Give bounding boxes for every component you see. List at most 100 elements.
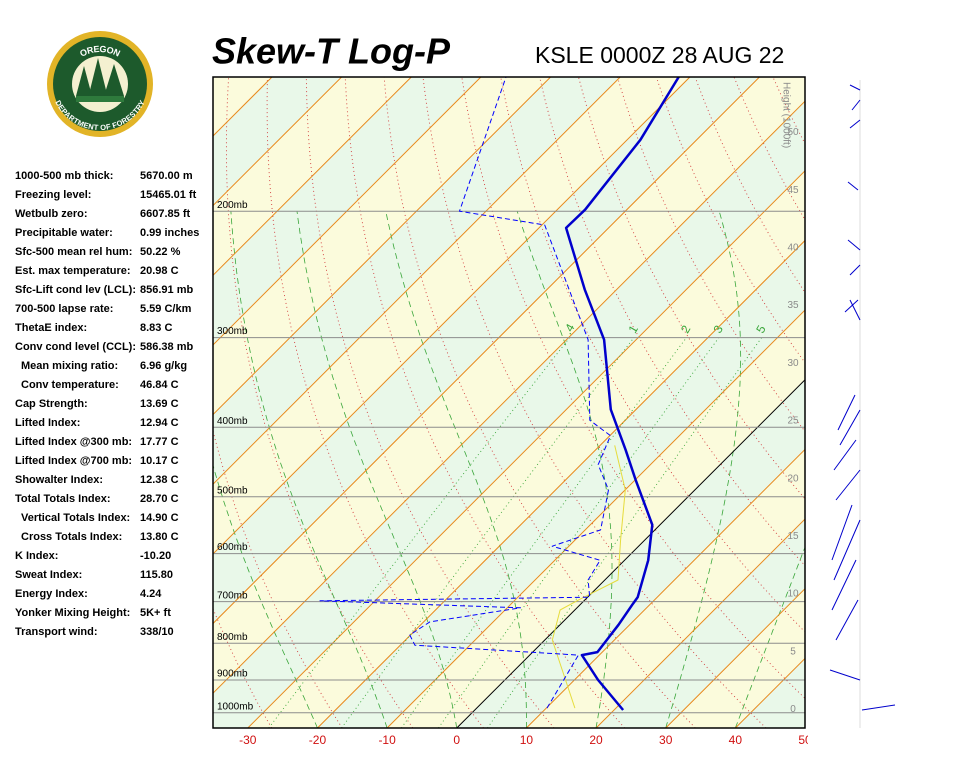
stat-label: Lifted Index @300 mb:: [15, 435, 133, 448]
logo-top-text: OREGON: [78, 44, 121, 59]
stat-value: 10.17 C: [140, 454, 179, 467]
stat-value: 12.38 C: [140, 473, 179, 486]
stat-label: Mean mixing ratio:: [21, 359, 119, 372]
y-tick-label: 900mb: [217, 669, 248, 680]
isotherm: [213, 77, 621, 485]
plot-frame: [212, 76, 806, 729]
isotherm: [213, 77, 342, 207]
y-tick-label: 800mb: [217, 632, 248, 643]
x-tick-label: 40: [729, 733, 743, 747]
stat-label: Lifted Index:: [15, 416, 81, 429]
stat-row: Precipitable water: 0.99 inches: [15, 223, 215, 242]
x-tick-label: 30: [659, 733, 673, 747]
y2-tick-label: 50: [787, 127, 799, 138]
moist-adiabat: [230, 211, 388, 728]
stat-label: Yonker Mixing Height:: [15, 606, 131, 619]
stat-label: Wetbulb zero:: [15, 207, 88, 220]
x-tick-label: 20: [589, 733, 603, 747]
stats-panel: 1000-500 mb thick: 5670.00 m Freezing leve…: [15, 166, 215, 641]
stat-value: 586.38 mb: [140, 340, 194, 353]
plot: .4 1 2 3 5: [213, 77, 960, 728]
stat-label: Transport wind:: [15, 625, 98, 638]
stat-value: 12.94 C: [140, 416, 179, 429]
stat-row: Lifted Index @700 mb: 10.17 C: [15, 451, 215, 470]
stat-value: -10.20: [140, 549, 172, 562]
mixing-ratio-line: [438, 337, 720, 728]
stat-row: Total Totals Index: 28.70 C: [15, 489, 215, 508]
stat-row: Wetbulb zero: 6607.85 ft: [15, 204, 215, 223]
stat-row: Conv cond level (CCL): 586.38 mb: [15, 337, 215, 356]
isotherm: [213, 77, 412, 277]
logo-tree: [104, 64, 124, 96]
logo-ground: [76, 96, 124, 102]
isotherm: [213, 77, 482, 346]
y2-tick-label: 10: [787, 589, 799, 600]
logo: OREGON DEPARTMENT OF FORESTRY: [47, 31, 153, 137]
stat-label: Total Totals Index:: [15, 492, 111, 505]
stat-row: Sfc-500 mean rel hum: 50.22 %: [15, 242, 215, 261]
sounding-line: [564, 77, 680, 711]
y2-tick-label: 45: [787, 185, 799, 196]
stat-row: Cap Strength: 13.69 C: [15, 394, 215, 413]
stat-label: 700-500 lapse rate:: [15, 302, 114, 315]
stat-row: 1000-500 mb thick: 5670.00 m: [15, 166, 215, 185]
x-tick-label: -10: [378, 733, 396, 747]
stat-value: 338/10: [140, 625, 174, 638]
stat-row: Lifted Index: 12.94 C: [15, 413, 215, 432]
isotherm: [804, 727, 805, 728]
stat-label: Precipitable water:: [15, 226, 113, 239]
y2-tick-label: 5: [790, 646, 796, 657]
stat-label: Cap Strength:: [15, 397, 88, 410]
stat-row: Yonker Mixing Height: 5K+ ft: [15, 603, 215, 622]
y2-tick-label: 35: [787, 300, 799, 311]
stat-row: Lifted Index @300 mb: 17.77 C: [15, 432, 215, 451]
wind-barbs: [829, 80, 896, 728]
stat-label: Conv cond level (CCL):: [15, 340, 137, 353]
moist-adiabat: [804, 726, 805, 728]
stat-label: ThetaE index:: [15, 321, 88, 334]
stat-row: Vertical Totals Index: 14.90 C: [15, 508, 215, 527]
barb: [829, 84, 896, 711]
x-tick-label: 50: [798, 733, 812, 747]
stat-label: Lifted Index @700 mb:: [15, 454, 133, 467]
isotherm-band: [213, 77, 805, 694]
x-tick-label: 10: [520, 733, 534, 747]
stat-value: 856.91 mb: [140, 283, 194, 296]
y2-tick-label: 20: [787, 473, 799, 484]
isotherm: [386, 309, 805, 728]
isotherm: [665, 587, 805, 728]
stat-value: 17.77 C: [140, 435, 179, 448]
stat-value: 20.98 C: [140, 264, 179, 277]
y2-tick-label: 40: [787, 242, 799, 253]
sounding-line: [551, 445, 626, 709]
stat-value: 6607.85 ft: [140, 207, 191, 220]
stat-row: Showalter Index: 12.38 C: [15, 470, 215, 489]
chart-title: Skew-T Log-P: [212, 31, 451, 72]
stat-label: K Index:: [15, 549, 59, 562]
stat-value: 13.80 C: [140, 530, 179, 543]
stat-value: 6.96 g/kg: [140, 359, 188, 372]
stat-label: Cross Totals Index:: [21, 530, 123, 543]
stat-row: Cross Totals Index: 13.80 C: [15, 527, 215, 546]
stat-value: 4.24: [140, 587, 162, 600]
isotherm: [213, 77, 760, 625]
stat-row: Sfc-Lift cond lev (LCL): 856.91 mb: [15, 280, 215, 299]
stat-value: 46.84 C: [140, 378, 179, 391]
isotherm-band: [805, 77, 960, 728]
stat-label: Conv temperature:: [21, 378, 119, 391]
stat-value: 8.83 C: [140, 321, 173, 334]
y-tick-label: 500mb: [217, 485, 248, 496]
stat-value: 50.22 %: [140, 245, 181, 258]
dry-adiabat: [812, 77, 960, 728]
stat-label: Freezing level:: [15, 188, 92, 201]
stat-row: ThetaE index: 8.83 C: [15, 318, 215, 337]
y2-tick-label: 0: [790, 704, 796, 715]
stat-value: 0.99 inches: [140, 226, 200, 239]
stat-value: 5K+ ft: [140, 606, 171, 619]
x-tick-label: -30: [239, 733, 257, 747]
stat-label: Sfc-500 mean rel hum:: [15, 245, 133, 258]
stat-label: Est. max temperature:: [15, 264, 131, 277]
stat-row: Conv temperature: 46.84 C: [15, 375, 215, 394]
stat-row: Freezing level: 15465.01 ft: [15, 185, 215, 204]
